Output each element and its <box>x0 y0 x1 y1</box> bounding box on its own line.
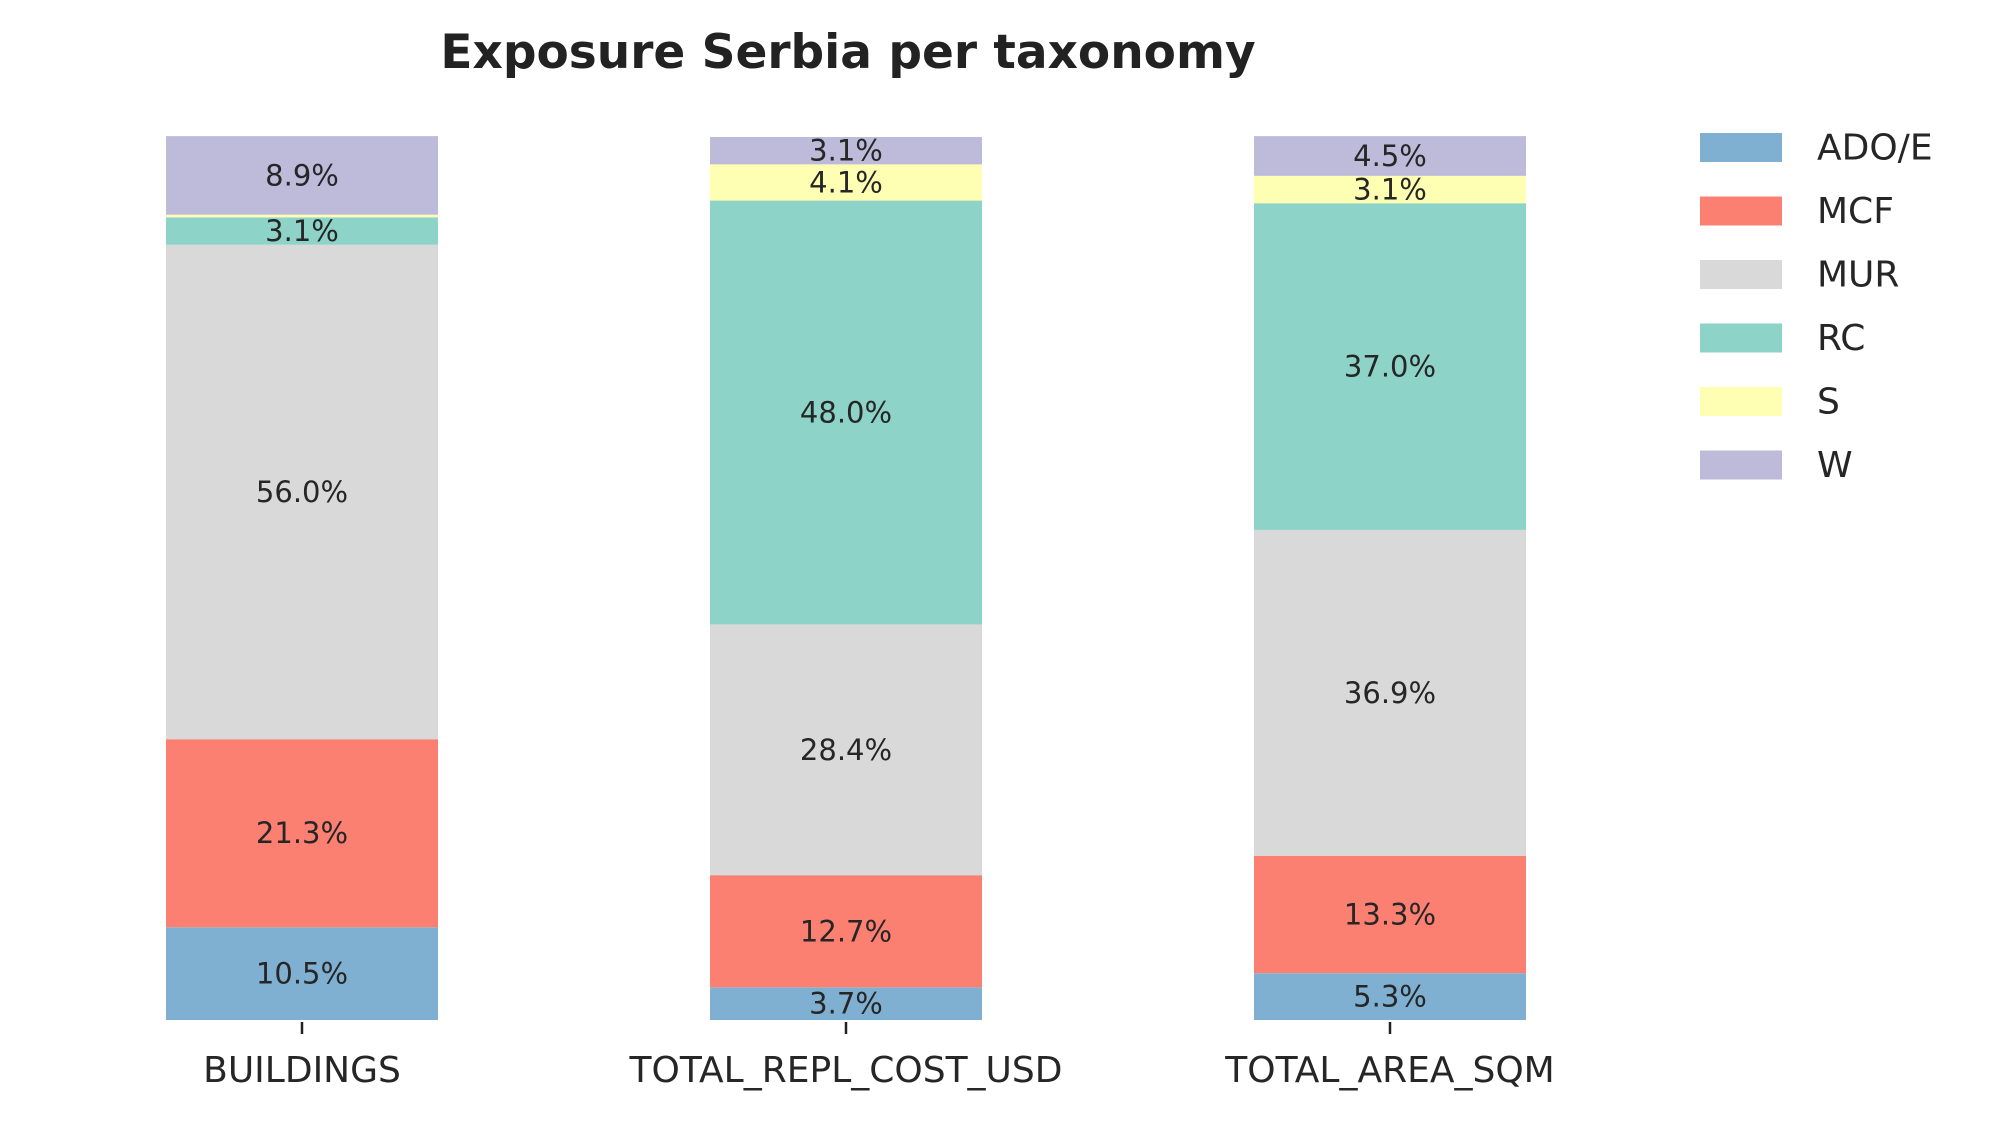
bar-segment <box>1254 973 1526 1020</box>
legend-label: MUR <box>1817 255 1899 296</box>
bar-segment <box>1254 855 1526 974</box>
data-label: 10.5% <box>256 957 348 991</box>
data-label: 12.7% <box>800 914 892 948</box>
bar-segment <box>710 987 982 1020</box>
bar-segment <box>166 217 438 245</box>
x-tick-label: BUILDINGS <box>203 1050 401 1091</box>
bar-segment <box>166 214 438 218</box>
data-label: 56.0% <box>256 475 348 509</box>
legend-label: RC <box>1817 318 1865 359</box>
legend-label: W <box>1817 445 1853 486</box>
legend-swatch <box>1700 323 1782 353</box>
legend-label: MCF <box>1817 191 1894 232</box>
data-label: 4.5% <box>1353 139 1427 173</box>
bar-segment <box>710 164 982 201</box>
legend: ADO/E MCF MUR RC SW <box>1700 128 1933 486</box>
bar-segment <box>710 624 982 876</box>
legend-label: S <box>1817 382 1840 423</box>
data-label: 3.1% <box>1353 173 1427 207</box>
legend-swatch <box>1700 133 1782 162</box>
data-label: 13.3% <box>1344 897 1436 931</box>
data-label: 48.0% <box>800 395 892 429</box>
bar-segment <box>1254 175 1526 204</box>
bar-segment <box>166 244 438 740</box>
data-label: 8.9% <box>265 158 339 192</box>
x-tick-label: TOTAL_REPL_COST_USD <box>629 1050 1063 1091</box>
data-label: 21.3% <box>256 816 348 850</box>
bar-segment <box>1254 529 1526 856</box>
legend-swatch <box>1700 260 1782 289</box>
bars-group: 10.5% 21.3% 56.0% 3.1% 8.9% 3.7% 12.7% 28.4% 48.… <box>166 134 1526 1021</box>
bar-segment <box>166 927 438 1020</box>
bar-segment <box>710 200 982 625</box>
data-label: 3.7% <box>809 987 883 1021</box>
data-label: 28.4% <box>800 733 892 767</box>
legend-swatch <box>1700 196 1782 226</box>
legend-label: ADO/E <box>1817 128 1933 169</box>
bar-segment <box>710 875 982 988</box>
legend-swatch <box>1700 387 1782 416</box>
data-label: 3.1% <box>265 214 339 248</box>
data-label: 4.1% <box>809 165 883 199</box>
bar-segment <box>166 739 438 928</box>
x-axis: BUILDINGS TOTAL_REPL_COST_USD TOTAL_AREA_S… <box>203 1022 1555 1091</box>
data-label: 37.0% <box>1344 350 1436 384</box>
data-label: 36.9% <box>1344 676 1436 710</box>
data-label: 5.3% <box>1353 980 1427 1014</box>
bar-segment <box>1254 203 1526 530</box>
x-tick-label: TOTAL_AREA_SQM <box>1224 1050 1554 1091</box>
chart-title: Exposure Serbia per taxonomy <box>440 25 1255 80</box>
legend-swatch <box>1700 450 1782 480</box>
bar-segment <box>166 136 438 215</box>
bar-segment <box>1254 136 1526 176</box>
data-label: 3.1% <box>809 134 883 168</box>
bar-segment <box>710 137 982 165</box>
